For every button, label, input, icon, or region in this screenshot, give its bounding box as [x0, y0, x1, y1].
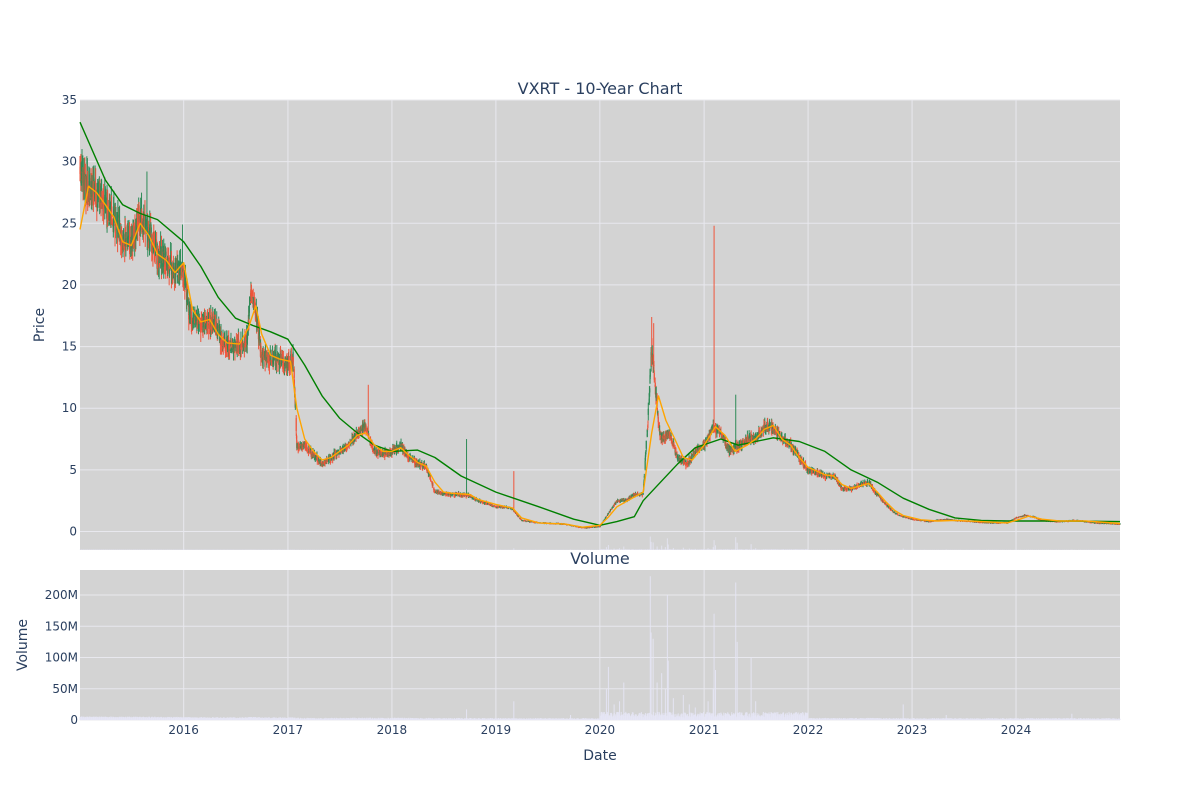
candle-body [293, 357, 294, 362]
candle-body [177, 276, 178, 277]
price-volume-shadow-bar [682, 549, 683, 550]
candle-body [518, 516, 519, 517]
price-volume-shadow-bar [903, 549, 904, 550]
price-volume-shadow-bar [670, 549, 671, 550]
price-volume-shadow-bar [648, 549, 649, 550]
candle-body [223, 347, 224, 348]
candle-body [296, 418, 297, 431]
price-volume-shadow-bar [715, 545, 716, 550]
price-volume-shadow-bar [718, 549, 719, 550]
price-volume-shadow-bar [662, 549, 663, 550]
price-volume-shadow-bar [700, 549, 701, 550]
candle-body [89, 181, 90, 185]
candle-body [408, 460, 409, 461]
price-volume-shadow-bar [642, 549, 643, 550]
price-volume-shadow-bar [799, 549, 800, 550]
candle-body [294, 369, 295, 378]
candle-body [151, 227, 152, 232]
price-volume-shadow-bar [807, 549, 808, 550]
candle-body [259, 332, 260, 334]
price-volume-shadow-bar [805, 549, 806, 550]
price-volume-shadow-bar [728, 549, 729, 550]
price-volume-shadow-bar [781, 549, 782, 550]
price-volume-shadow-bar [694, 550, 695, 551]
price-volume-shadow-bar [738, 549, 739, 550]
price-volume-shadow-bar [678, 549, 679, 550]
price-volume-shadow-bar [712, 549, 713, 550]
candle-body [95, 202, 96, 203]
price-volume-shadow-bar [513, 548, 514, 550]
price-volume-shadow-bar [722, 549, 723, 550]
price-volume-shadow-bar [751, 544, 752, 550]
price-volume-shadow-bar [640, 549, 641, 550]
price-volume-shadow-bar [745, 549, 746, 550]
price-volume-shadow-bar [793, 549, 794, 550]
price-volume-shadow-bar [638, 549, 639, 550]
price-volume-shadow-bar [773, 549, 774, 550]
candle-body [432, 484, 433, 486]
price-volume-shadow-bar [803, 549, 804, 550]
price-volume-shadow-bar [708, 548, 709, 550]
price-volume-shadow-bar [658, 549, 659, 550]
price-volume-shadow-bar [710, 549, 711, 550]
candle-body [281, 363, 282, 365]
price-volume-shadow-bar [632, 549, 633, 550]
price-volume-shadow-bar [732, 549, 733, 550]
price-volume-shadow-bar [735, 537, 736, 550]
candle-body [307, 448, 308, 449]
price-volume-shadow-bar [653, 542, 654, 550]
price-volume-shadow-bar [702, 549, 703, 550]
candle-body [247, 335, 248, 339]
price-volume-shadow-bar [680, 549, 681, 550]
price-volume-shadow-bar [767, 549, 768, 550]
price-volume-shadow-bar [777, 549, 778, 550]
price-volume-shadow-bar [672, 549, 673, 550]
price-volume-shadow-bar [771, 549, 772, 550]
price-volume-shadow-bar [765, 549, 766, 550]
price-volume-shadow-bar [706, 549, 707, 550]
candle-body [464, 495, 465, 496]
price-volume-shadow-bar [661, 546, 662, 550]
price-volume-shadow-bar [737, 543, 738, 550]
price-volume-shadow-bar [667, 538, 668, 550]
price-volume-shadow-bar [795, 549, 796, 550]
price-volume-shadow-bar [650, 537, 651, 550]
candle-body [518, 517, 519, 518]
price-volume-shadow-bar [769, 549, 770, 550]
price-volume-shadow-bar [674, 549, 675, 550]
candle-body [452, 494, 453, 495]
price-volume-shadow-bar [734, 549, 735, 550]
candle-body [249, 305, 250, 306]
candle-body [327, 461, 328, 462]
price-volume-shadow-bar [741, 549, 742, 550]
price-volume-shadow-bar [714, 540, 715, 550]
price-volume-shadow-bar [651, 542, 652, 550]
price-volume-shadow-bar [726, 549, 727, 550]
price-volume-shadow-bar [751, 549, 752, 550]
candle-body [430, 480, 431, 481]
price-volume-shadow-bar [668, 544, 669, 550]
